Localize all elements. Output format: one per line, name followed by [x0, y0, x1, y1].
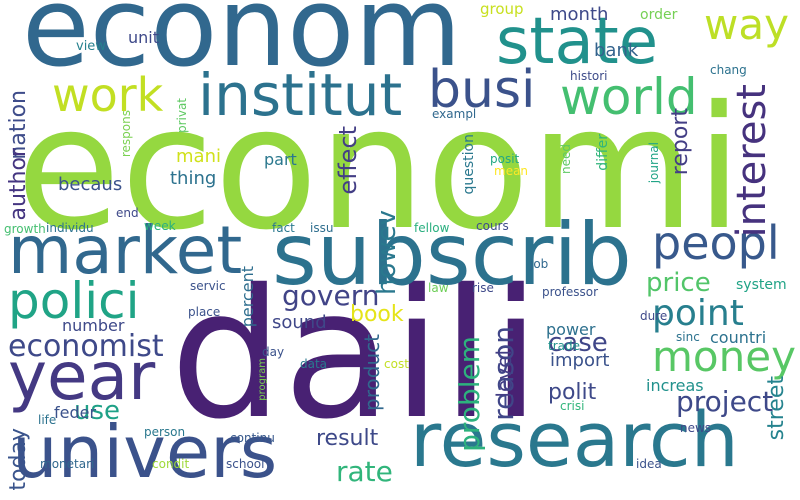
word-servic: servic — [190, 279, 226, 293]
word-unit: unit — [128, 28, 159, 47]
word-program: program — [257, 358, 268, 401]
word-use: use — [74, 396, 121, 426]
word-economist: economist — [8, 329, 164, 364]
word-question: question — [461, 134, 477, 195]
word-news: news — [680, 421, 712, 435]
word-issu: issu — [310, 221, 334, 235]
word-state: state — [496, 5, 659, 79]
word-month: month — [550, 4, 609, 25]
word-import: import — [550, 350, 610, 371]
word-project: project — [676, 385, 774, 418]
word-case: case — [548, 328, 608, 358]
word-mean: mean — [494, 164, 529, 178]
word-view: view — [76, 39, 106, 54]
word-fact: fact — [272, 221, 295, 235]
word-today: today — [6, 428, 31, 491]
word-journal: journal — [647, 142, 661, 184]
word-govern: govern — [282, 279, 380, 312]
word-individu: individu — [46, 221, 94, 235]
word-economi: economi — [16, 70, 743, 268]
word-person: person — [144, 425, 186, 439]
word-monetari: monetari — [40, 457, 95, 471]
word-market: market — [8, 212, 243, 289]
word-exampl: exampl — [432, 107, 477, 121]
word-street: street — [764, 376, 789, 441]
word-rate: rate — [336, 455, 393, 488]
word-condit: condit — [152, 457, 190, 471]
word-week: week — [144, 219, 176, 233]
word-respons: respons — [119, 110, 133, 158]
word-school: school — [226, 457, 265, 471]
word-price: price — [646, 268, 711, 298]
word-number: number — [62, 316, 125, 335]
word-trade: trade — [548, 339, 580, 353]
word-econom: econom — [22, 0, 462, 91]
word-increas: increas — [646, 376, 704, 395]
word-crisi: crisi — [560, 399, 585, 413]
word-idea: idea — [636, 457, 662, 471]
word-world: world — [560, 68, 698, 126]
word-book: book — [350, 302, 404, 327]
word-sound: sound — [272, 312, 327, 333]
word-subscrib: subscrib — [272, 205, 632, 305]
word-daili: daili — [170, 251, 541, 458]
word-fellow: fellow — [414, 221, 450, 235]
word-problem: problem — [453, 336, 486, 452]
word-busi: busi — [428, 60, 536, 120]
word-life: life — [38, 413, 57, 427]
word-order: order — [640, 7, 678, 23]
word-chang: chang — [710, 63, 747, 77]
word-need: need — [559, 144, 573, 174]
word-peopl: peopl — [652, 216, 780, 270]
word-report: report — [668, 108, 693, 176]
word-mani: mani — [176, 146, 221, 167]
word-cost: cost — [384, 357, 409, 371]
word-univers: univers — [12, 410, 278, 494]
word-interest: interest — [729, 84, 775, 238]
word-countri: countri — [710, 328, 767, 347]
word-place: place — [188, 305, 221, 319]
word-sinc: sinc — [676, 330, 700, 344]
word-year: year — [8, 338, 156, 415]
word-professor: professor — [542, 285, 599, 299]
word-rise: rise — [472, 281, 494, 295]
word-result: result — [316, 426, 379, 451]
word-power: power — [546, 320, 596, 339]
word-polit: polit — [548, 380, 597, 405]
word-feder: feder — [54, 403, 97, 422]
word-growth: growth — [4, 222, 46, 236]
word-becaus: becaus — [58, 174, 123, 195]
word-effect: effect — [334, 126, 362, 195]
word-cours: cours — [476, 219, 509, 233]
word-end: end — [116, 206, 139, 220]
word-privat: privat — [175, 98, 189, 134]
word-level: level — [492, 350, 516, 398]
word-day: day — [262, 345, 285, 359]
word-point: point — [652, 293, 744, 334]
word-bank: bank — [594, 40, 639, 61]
word-percent: percent — [238, 266, 257, 328]
word-group: group — [480, 0, 524, 18]
word-polici: polici — [8, 272, 140, 330]
word-continu: continu — [230, 431, 275, 445]
word-dure: dure — [640, 309, 668, 323]
word-money: money — [652, 332, 796, 381]
word-product: product — [360, 334, 384, 411]
word-thing: thing — [170, 168, 217, 189]
word-howev: howev — [372, 210, 402, 296]
word-posit: posit — [490, 152, 520, 166]
word-job: job — [530, 257, 549, 271]
word-data: data — [300, 357, 328, 371]
word-way: way — [704, 0, 789, 49]
word-part: part — [264, 150, 297, 169]
word-differ: differ — [595, 134, 611, 171]
word-research: research — [410, 395, 739, 484]
word-law: law — [428, 281, 449, 295]
word-work: work — [52, 68, 164, 122]
word-histori: histori — [570, 69, 608, 83]
word-author: author — [6, 148, 31, 221]
word-system: system — [736, 277, 787, 293]
word-institut: institut — [198, 61, 403, 129]
